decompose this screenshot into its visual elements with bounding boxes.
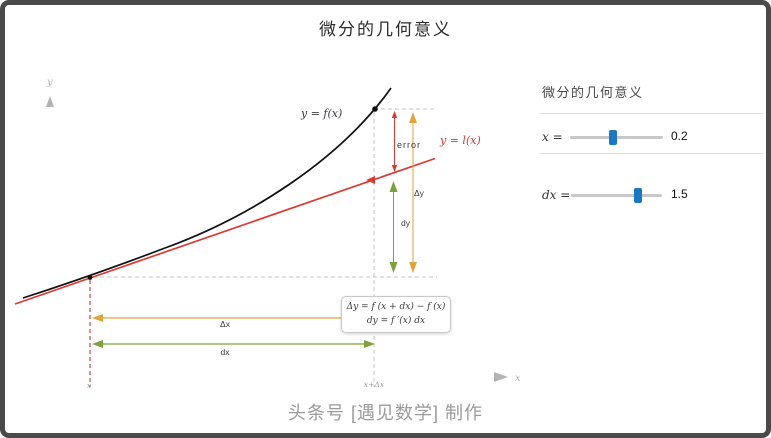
formula-line-1: Δy = f (x + dx) − f (x) (346, 302, 446, 312)
delta-x-arrow-left-icon (92, 314, 103, 322)
panel-divider (540, 113, 763, 114)
delta-y-arrow-bottom-icon (409, 262, 417, 273)
tangent-intersection-arrow-icon (366, 176, 375, 184)
slider-dx-track[interactable] (571, 188, 662, 203)
delta-x-label: Δx (220, 319, 231, 329)
dx-arrow-left-icon (92, 340, 103, 348)
x-plus-dx-tick-label: x+Δx (364, 380, 385, 389)
slider-x-label: x = (542, 130, 563, 144)
formula-box: Δy = f (x + dx) − f (x) dy = f ′(x) dx (341, 296, 451, 333)
plot-canvas: y x error (14, 77, 521, 390)
dy-arrow-bottom-icon (389, 262, 398, 273)
page-title: 微分的几何意义 (319, 20, 452, 39)
panel-heading: 微分的几何意义 (542, 85, 644, 100)
function-curve (22, 87, 392, 299)
y-axis-arrow-icon (46, 96, 54, 107)
dy-label: dy (401, 218, 411, 228)
tangent-point-dot (87, 275, 93, 280)
slider-dx-value: 1.5 (671, 187, 688, 201)
x-axis-label: x (515, 373, 521, 384)
dx-arrow-right-icon (364, 340, 375, 348)
caption: 头条号 [遇见数学] 制作 (287, 403, 483, 423)
tangent-line (14, 157, 436, 305)
curve-point-dot (372, 106, 378, 112)
dy-arrow-top-icon (389, 181, 398, 192)
dx-label: dx (221, 347, 231, 357)
slider-row-dx: dx = 1.5 (535, 186, 766, 206)
delta-y-arrow-top-icon (409, 112, 417, 123)
formula-line-2: dy = f ′(x) dx (366, 316, 426, 327)
delta-y-label: Δy (414, 188, 425, 198)
x-tick-label: x (87, 381, 92, 390)
slider-x-track[interactable] (570, 130, 663, 145)
y-axis-label: y (46, 77, 53, 88)
slider-row-x: x = 0.2 (535, 128, 766, 148)
tangent-label: y = l(x) (439, 134, 481, 147)
x-axis-arrow-icon (494, 372, 508, 382)
curve-label: y = f(x) (300, 107, 342, 120)
error-arrow-bottom-icon (391, 165, 398, 172)
slider-dx-thumb[interactable] (634, 188, 642, 203)
slider-x-thumb[interactable] (609, 130, 617, 145)
slider-x-value: 0.2 (671, 129, 688, 143)
panel-divider (540, 153, 763, 154)
error-arrow-top-icon (391, 111, 398, 118)
error-label: error (397, 140, 421, 150)
slider-dx-label: dx = (542, 188, 571, 202)
